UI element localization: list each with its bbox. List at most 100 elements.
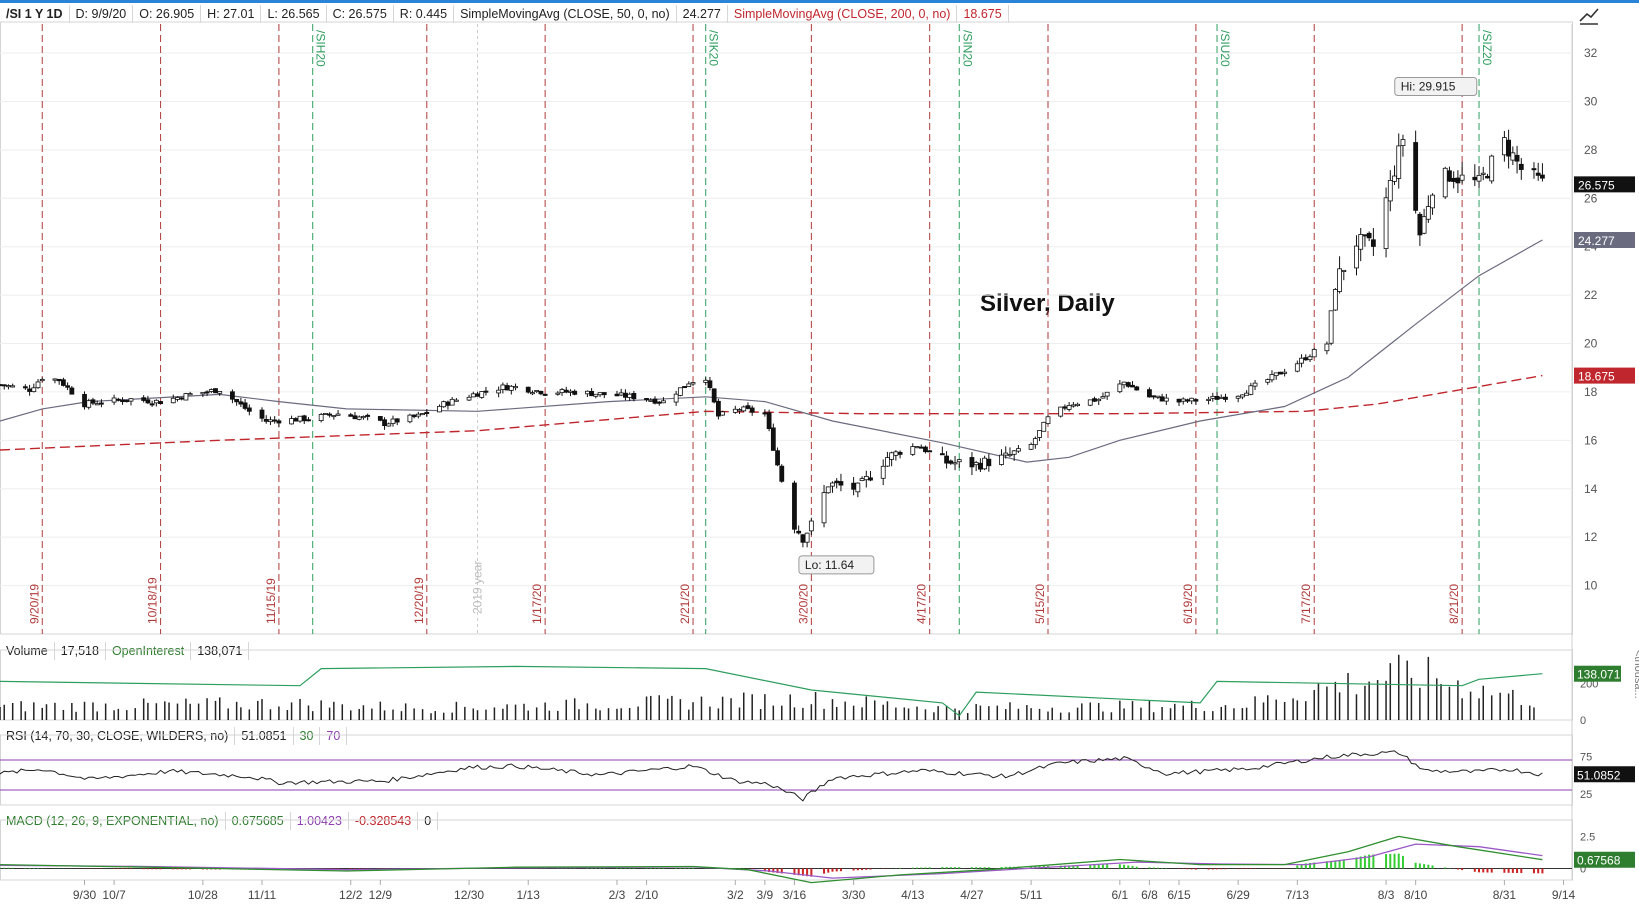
price-badge: 26.575: [1574, 176, 1635, 193]
candle: [1117, 379, 1123, 394]
candle: [910, 443, 916, 456]
candle-body: [365, 414, 371, 417]
rsi-value: 51.0851: [235, 727, 294, 745]
symbol-label[interactable]: /SI 1 Y 1D: [0, 5, 70, 23]
candle-body: [939, 453, 945, 456]
sma50-value: 24.277: [677, 5, 728, 23]
candle-body: [331, 415, 337, 418]
window-accent-bar: [0, 0, 1639, 3]
candle: [259, 407, 265, 422]
candle: [538, 390, 544, 396]
candle-body: [1016, 448, 1021, 452]
candle: [1075, 402, 1080, 407]
sma200-study-label[interactable]: SimpleMovingAvg (CLOSE, 200, 0, no): [728, 5, 958, 23]
candle: [808, 517, 814, 536]
candle: [128, 398, 134, 406]
candle-body: [1239, 394, 1245, 398]
candle: [1100, 392, 1106, 399]
candle-body: [361, 416, 366, 419]
price-tick-label: 28: [1584, 143, 1598, 157]
candle-body: [242, 402, 248, 409]
candle-body: [1193, 399, 1199, 402]
drawing-tool-icon[interactable]: [1578, 5, 1602, 25]
x-tick-label: 8/3: [1378, 888, 1395, 902]
price-tick-label: 32: [1584, 46, 1598, 60]
candle: [589, 388, 595, 397]
candle: [204, 390, 210, 396]
candle: [1311, 347, 1317, 358]
candle-body: [183, 393, 189, 401]
candle: [335, 410, 341, 416]
candle: [1392, 165, 1397, 185]
candle: [327, 412, 333, 418]
candle-body: [973, 462, 979, 466]
candle: [1354, 235, 1359, 276]
candle-body: [1244, 392, 1250, 396]
candle: [584, 390, 590, 398]
candle: [851, 477, 857, 496]
sma50-study-label[interactable]: SimpleMovingAvg (CLOSE, 50, 0, no): [454, 5, 677, 23]
candle-body: [1472, 176, 1478, 181]
candle: [69, 386, 75, 395]
price-badge-bg: [1574, 231, 1635, 248]
x-tick-label: 12/2: [339, 888, 363, 902]
candle-body: [530, 392, 535, 395]
candle-body: [1070, 404, 1076, 407]
candle-body: [1252, 382, 1258, 387]
volume-label[interactable]: Volume: [0, 642, 55, 660]
open-interest-label[interactable]: OpenInterest: [106, 642, 192, 660]
candle-body: [504, 385, 510, 391]
candle: [889, 451, 895, 467]
candle: [1210, 392, 1216, 402]
candle-body: [289, 418, 294, 425]
candle-body: [1066, 404, 1072, 410]
candle-body: [593, 393, 599, 397]
candle: [1239, 394, 1245, 400]
candle: [466, 394, 472, 401]
candle-body: [559, 389, 565, 394]
candle: [1070, 401, 1076, 408]
candle: [1037, 430, 1042, 442]
date-label: D: 9/9/20: [70, 5, 134, 23]
candle: [331, 415, 337, 420]
candle-body: [1476, 175, 1482, 182]
candle-body: [449, 398, 455, 406]
candle: [1396, 133, 1402, 189]
label-text: Lo: 11.64: [805, 558, 854, 572]
candle-body: [382, 419, 387, 427]
macd-avg-value: 1.00423: [291, 812, 349, 830]
x-tick-label: 12/30: [454, 888, 484, 902]
candle-body: [969, 457, 975, 468]
candle-body: [825, 486, 831, 494]
candle-body: [982, 457, 988, 470]
macd-label[interactable]: MACD (12, 26, 9, EXPONENTIAL, no): [0, 812, 226, 830]
candle: [952, 455, 958, 471]
candle: [1235, 395, 1241, 403]
candle: [475, 391, 480, 397]
candle: [530, 390, 535, 396]
candle: [479, 391, 485, 399]
chart-annotation[interactable]: Silver, Daily: [980, 290, 1115, 317]
candle-body: [1151, 395, 1157, 398]
candle-body: [306, 419, 311, 422]
candle-body: [601, 392, 607, 396]
candle-body: [1273, 372, 1279, 377]
rsi-badge: 51.0852: [1574, 766, 1635, 783]
price-tick-label: 22: [1584, 288, 1598, 302]
candle: [572, 389, 578, 396]
candle-body: [124, 400, 130, 403]
candle-body: [1417, 213, 1423, 236]
x-tick-label: 10/7: [102, 888, 126, 902]
high-label: H: 27.01: [201, 5, 262, 23]
price-tick-label: 10: [1584, 579, 1598, 593]
candle-body: [348, 414, 354, 417]
price-tick-label: 30: [1584, 94, 1598, 108]
candle-body: [1396, 145, 1402, 179]
candle-body: [99, 402, 104, 405]
candle-body: [732, 408, 738, 413]
candle-body: [863, 475, 869, 481]
rsi-label[interactable]: RSI (14, 70, 30, CLOSE, WILDERS, no): [0, 727, 236, 745]
candle-body: [1037, 430, 1042, 438]
candle-body: [445, 401, 451, 406]
